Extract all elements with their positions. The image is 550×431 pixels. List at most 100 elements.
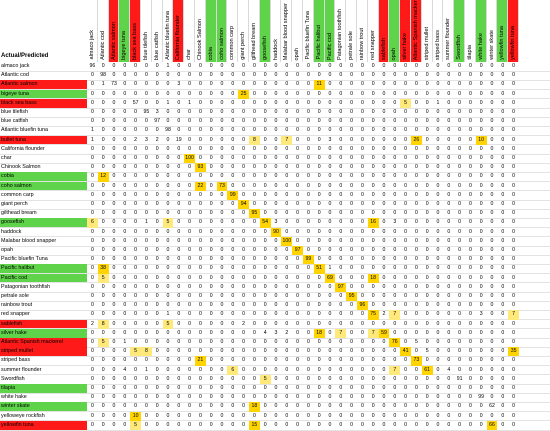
matrix-cell: 0: [404, 339, 408, 345]
matrix-cell: 0: [306, 348, 310, 355]
col-header: bigeye tuna: [119, 0, 131, 62]
matrix-cell: 0: [220, 385, 224, 391]
matrix-cell: 0: [468, 412, 472, 419]
matrix-cell: 0: [393, 109, 397, 115]
matrix-cell: 0: [458, 320, 462, 327]
matrix-cell: 0: [306, 237, 310, 244]
matrix-cell: 0: [155, 247, 159, 253]
matrix-cell: 0: [112, 366, 116, 373]
matrix-cell: 0: [306, 403, 310, 410]
matrix-cell: 0: [501, 210, 505, 217]
matrix-cell: 0: [112, 219, 116, 226]
matrix-cell: 0: [198, 136, 202, 143]
matrix-cell: 0: [436, 375, 440, 382]
row-gridline: [0, 300, 550, 302]
matrix-cell: 0: [231, 164, 235, 171]
matrix-cell: 0: [425, 302, 429, 309]
matrix-cell: 0: [479, 412, 483, 419]
matrix-cell: 0: [252, 385, 256, 391]
matrix-cell: 0: [328, 283, 332, 290]
matrix-cell: 0: [447, 348, 451, 355]
matrix-cell: 0: [436, 412, 440, 419]
matrix-cell: 0: [317, 155, 321, 161]
matrix-cell: 0: [144, 339, 148, 345]
matrix-cell: 0: [306, 155, 310, 161]
matrix-cell: 0: [274, 311, 278, 318]
matrix-cell: 0: [188, 274, 192, 281]
matrix-cell: 0: [490, 375, 494, 382]
matrix-cell: 0: [198, 256, 202, 263]
matrix-cell: 0: [382, 155, 386, 161]
matrix-cell: 0: [231, 136, 235, 143]
col-header-label: yellowfin tuna: [510, 26, 517, 60]
matrix-cell: 0: [90, 109, 94, 115]
matrix-cell: 0: [166, 403, 170, 410]
matrix-cell: 0: [371, 118, 375, 125]
matrix-cell: 0: [404, 118, 408, 125]
col-header-label: Pacific halibut: [315, 25, 322, 60]
matrix-cell: 0: [447, 385, 451, 391]
matrix-cell: 0: [414, 127, 418, 134]
matrix-cell: 0: [209, 412, 213, 419]
matrix-cell: 0: [328, 155, 332, 161]
row-label: summer flounder: [1, 366, 42, 373]
matrix-cell: 0: [501, 90, 505, 97]
matrix-cell: 0: [231, 375, 235, 382]
matrix-cell: 0: [512, 118, 516, 125]
matrix-cell: 0: [144, 311, 148, 318]
matrix-cell: 0: [242, 164, 246, 171]
matrix-cell: 0: [382, 274, 386, 281]
matrix-cell: 0: [220, 265, 224, 272]
matrix-cell: 0: [425, 329, 429, 336]
row-gridline: [0, 162, 550, 164]
row-label: rainbow trout: [1, 302, 33, 309]
matrix-cell: 0: [144, 385, 148, 391]
matrix-cell: 0: [371, 247, 375, 253]
matrix-cell: 0: [447, 228, 451, 235]
matrix-cell: 0: [447, 256, 451, 263]
matrix-cell: 38: [97, 264, 109, 274]
matrix-cell: 0: [231, 219, 235, 226]
matrix-cell: 0: [252, 201, 256, 207]
matrix-cell: 0: [198, 320, 202, 327]
matrix-cell: 0: [468, 99, 472, 106]
matrix-cell: 0: [447, 63, 451, 69]
col-header-label: opah: [294, 47, 301, 60]
matrix-cell: 0: [220, 339, 224, 345]
matrix-cell: 0: [447, 265, 451, 272]
matrix-cell: 0: [404, 201, 408, 207]
matrix-cell: 0: [209, 247, 213, 253]
matrix-cell: 0: [458, 283, 462, 290]
matrix-cell: 0: [112, 237, 116, 244]
matrix-cell: 0: [512, 412, 516, 419]
matrix-cell: 0: [188, 173, 192, 180]
matrix-cell: 0: [296, 403, 300, 410]
matrix-cell: 0: [90, 293, 94, 299]
matrix-cell: 0: [134, 385, 138, 391]
matrix-cell: 0: [501, 182, 505, 189]
matrix-cell: 0: [501, 348, 505, 355]
matrix-cell: 0: [177, 274, 181, 281]
matrix-cell: 0: [198, 237, 202, 244]
col-header-label: Chinook Salmon: [197, 18, 203, 60]
matrix-cell: 0: [317, 210, 321, 217]
matrix-cell: 0: [263, 394, 267, 401]
matrix-cell: 0: [285, 348, 289, 355]
matrix-cell: 0: [155, 329, 159, 336]
matrix-cell: 0: [382, 403, 386, 410]
matrix-cell: 0: [306, 247, 310, 253]
row-gridline: [0, 116, 550, 118]
matrix-cell: 0: [177, 63, 181, 69]
matrix-cell: 0: [501, 403, 505, 410]
matrix-cell: 0: [112, 329, 116, 336]
matrix-cell: 0: [436, 394, 440, 401]
matrix-cell: 0: [285, 421, 289, 428]
matrix-cell: 0: [501, 302, 505, 309]
col-header-label: char: [186, 49, 193, 60]
matrix-cell: 0: [490, 302, 494, 309]
matrix-cell: 0: [501, 201, 505, 207]
matrix-cell: 0: [123, 201, 127, 207]
matrix-cell: 0: [263, 164, 267, 171]
col-header: rainbow trout: [357, 0, 368, 62]
matrix-cell: 0: [166, 164, 170, 171]
